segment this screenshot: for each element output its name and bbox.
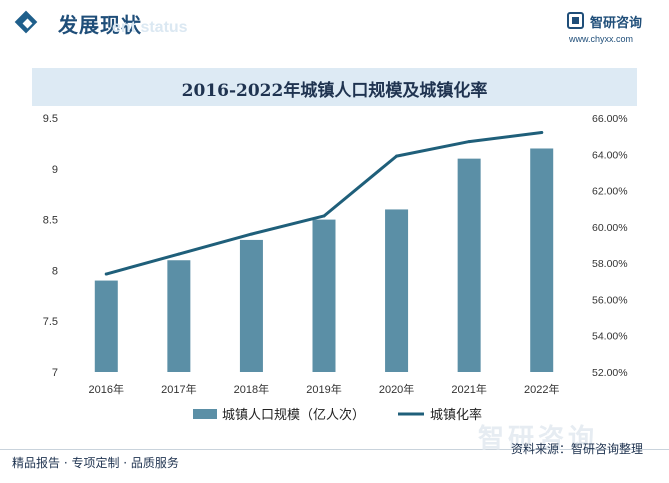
- bar: [94, 280, 118, 372]
- chart-title: 2016-2022年城镇人口规模及城镇化率: [181, 81, 488, 101]
- y-tick-label: 8.5: [43, 215, 58, 227]
- brand-logo: 智研咨询 www.chyxx.com: [567, 12, 663, 52]
- chart-title-band: 2016-2022年城镇人口规模及城镇化率: [32, 68, 637, 106]
- line-point: [467, 140, 471, 144]
- y-tick-label: 9: [52, 164, 58, 176]
- bar: [167, 260, 191, 372]
- logo-icon: [567, 12, 584, 29]
- bar: [312, 219, 336, 372]
- legend-bar-swatch: [193, 409, 217, 419]
- bar: [239, 239, 263, 372]
- legend: 城镇人口规模（亿人次） 城镇化率: [193, 407, 482, 423]
- bar: [457, 158, 481, 372]
- line-series: [104, 131, 544, 276]
- footer-watermark: 智研咨询: [478, 424, 599, 454]
- y-tick-label: 8: [52, 265, 58, 277]
- logo-url: www.chyxx.com: [569, 34, 634, 44]
- line-point: [322, 214, 326, 218]
- right-axis: 52.00% 54.00% 56.00% 58.00% 60.00% 62.00% 64.0…: [592, 113, 628, 379]
- x-axis-labels: 2016年 2017年 2018年 2019年 2020年 2021年 2022年: [89, 382, 560, 396]
- y2-tick-label: 60.00%: [592, 222, 628, 234]
- logo-name: 智研咨询: [590, 16, 643, 31]
- y2-tick-label: 54.00%: [592, 331, 628, 343]
- x-tick-label: 2019年: [306, 382, 341, 396]
- y-tick-label: 7.5: [43, 316, 58, 328]
- line-point: [395, 154, 399, 158]
- bar-series: [94, 148, 554, 372]
- y2-tick-label: 66.00%: [592, 113, 628, 125]
- y2-tick-label: 62.00%: [592, 186, 628, 198]
- x-tick-label: 2021年: [451, 382, 486, 396]
- x-tick-label: 2022年: [524, 382, 559, 396]
- y-tick-label: 9.5: [43, 113, 58, 125]
- footer-tagline: 精品报告 · 专项定制 · 品质服务: [12, 456, 179, 470]
- section-title: 发展现状: [58, 13, 142, 37]
- x-tick-label: 2016年: [89, 382, 124, 396]
- footer-divider: [0, 449, 669, 450]
- line-point: [104, 272, 108, 276]
- legend-bar-label: 城镇人口规模（亿人次）: [222, 407, 365, 423]
- section-subtitle: ent status: [112, 19, 188, 36]
- line-point: [177, 252, 181, 256]
- line-point: [540, 131, 544, 135]
- bar: [385, 209, 409, 372]
- y-tick-label: 7: [52, 367, 58, 379]
- y2-tick-label: 56.00%: [592, 294, 628, 306]
- y2-tick-label: 58.00%: [592, 258, 628, 270]
- section-header: 发展现状 ent status 智研咨询 www.chyxx.com: [0, 0, 669, 56]
- data-source: 资料来源：智研咨询整理: [511, 442, 644, 456]
- y2-tick-label: 64.00%: [592, 149, 628, 161]
- x-tick-label: 2020年: [379, 382, 414, 396]
- bar: [530, 148, 554, 372]
- line-point: [249, 232, 253, 236]
- left-axis: 7 7.5 8 8.5 9 9.5: [43, 113, 58, 379]
- x-tick-label: 2017年: [161, 382, 196, 396]
- legend-line-label: 城镇化率: [430, 407, 482, 423]
- x-tick-label: 2018年: [234, 382, 269, 396]
- y2-tick-label: 52.00%: [592, 367, 628, 379]
